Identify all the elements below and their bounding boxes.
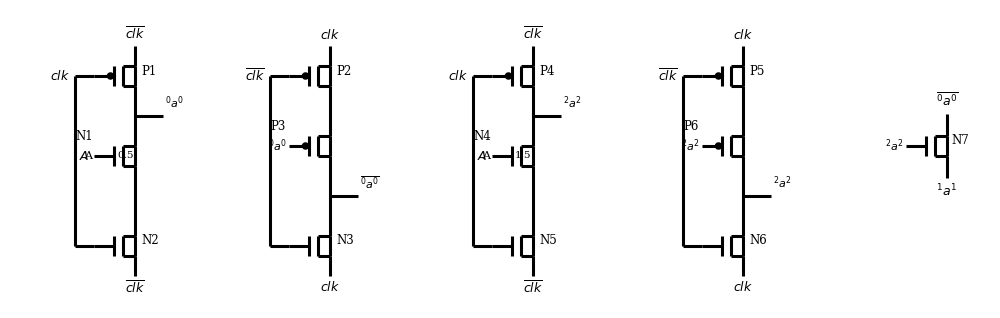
Text: $clk$: $clk$ [50, 69, 70, 83]
Text: $\overline{^{0}a^{0}}$: $\overline{^{0}a^{0}}$ [360, 175, 380, 191]
Text: $clk$: $clk$ [320, 28, 340, 42]
Text: $^{2}a^{2}$: $^{2}a^{2}$ [681, 138, 700, 154]
Text: N3: N3 [336, 234, 354, 247]
Text: N4: N4 [473, 130, 491, 143]
Text: $clk$: $clk$ [320, 280, 340, 294]
Text: N5: N5 [539, 234, 557, 247]
Text: $clk$: $clk$ [448, 69, 468, 83]
Text: P6: P6 [683, 121, 698, 134]
Text: $clk$: $clk$ [733, 280, 753, 294]
Text: $clk$: $clk$ [733, 28, 753, 42]
Text: $^{0}a^{0}$: $^{0}a^{0}$ [268, 138, 287, 154]
Text: N6: N6 [749, 234, 767, 247]
Text: 1.5: 1.5 [515, 151, 532, 161]
Text: P4: P4 [539, 65, 554, 78]
Text: $A$: $A$ [477, 149, 487, 162]
Text: $^{2}a^{2}$: $^{2}a^{2}$ [773, 174, 792, 191]
Text: $\overline{clk}$: $\overline{clk}$ [523, 280, 543, 296]
Text: P3: P3 [270, 121, 285, 134]
Text: $\overline{clk}$: $\overline{clk}$ [125, 280, 145, 296]
Text: $^{2}a^{2}$: $^{2}a^{2}$ [563, 94, 582, 111]
Text: $\overline{clk}$: $\overline{clk}$ [523, 25, 543, 42]
Text: $^{0}a^{0}$: $^{0}a^{0}$ [165, 94, 184, 111]
Text: $^{1}a^{1}$: $^{1}a^{1}$ [936, 183, 958, 200]
Text: N1: N1 [75, 130, 93, 143]
Text: 0.5: 0.5 [117, 151, 134, 161]
Text: A: A [482, 151, 490, 161]
Text: $A$: $A$ [79, 149, 89, 162]
Text: $\overline{clk}$: $\overline{clk}$ [245, 68, 265, 84]
Text: $^{2}a^{2}$: $^{2}a^{2}$ [885, 138, 904, 154]
Text: $\overline{clk}$: $\overline{clk}$ [125, 25, 145, 42]
Text: P5: P5 [749, 65, 764, 78]
Text: N2: N2 [141, 234, 159, 247]
Text: P2: P2 [336, 65, 351, 78]
Text: P1: P1 [141, 65, 156, 78]
Text: A: A [84, 151, 92, 161]
Text: $\overline{clk}$: $\overline{clk}$ [658, 68, 678, 84]
Text: $\overline{^{0}a^{0}}$: $\overline{^{0}a^{0}}$ [936, 91, 958, 109]
Text: N7: N7 [951, 135, 969, 148]
